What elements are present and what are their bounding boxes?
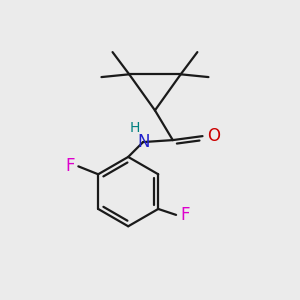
Text: N: N (138, 133, 150, 151)
Text: F: F (65, 157, 74, 175)
Text: O: O (208, 127, 220, 145)
Text: F: F (180, 206, 190, 224)
Text: H: H (130, 121, 140, 135)
